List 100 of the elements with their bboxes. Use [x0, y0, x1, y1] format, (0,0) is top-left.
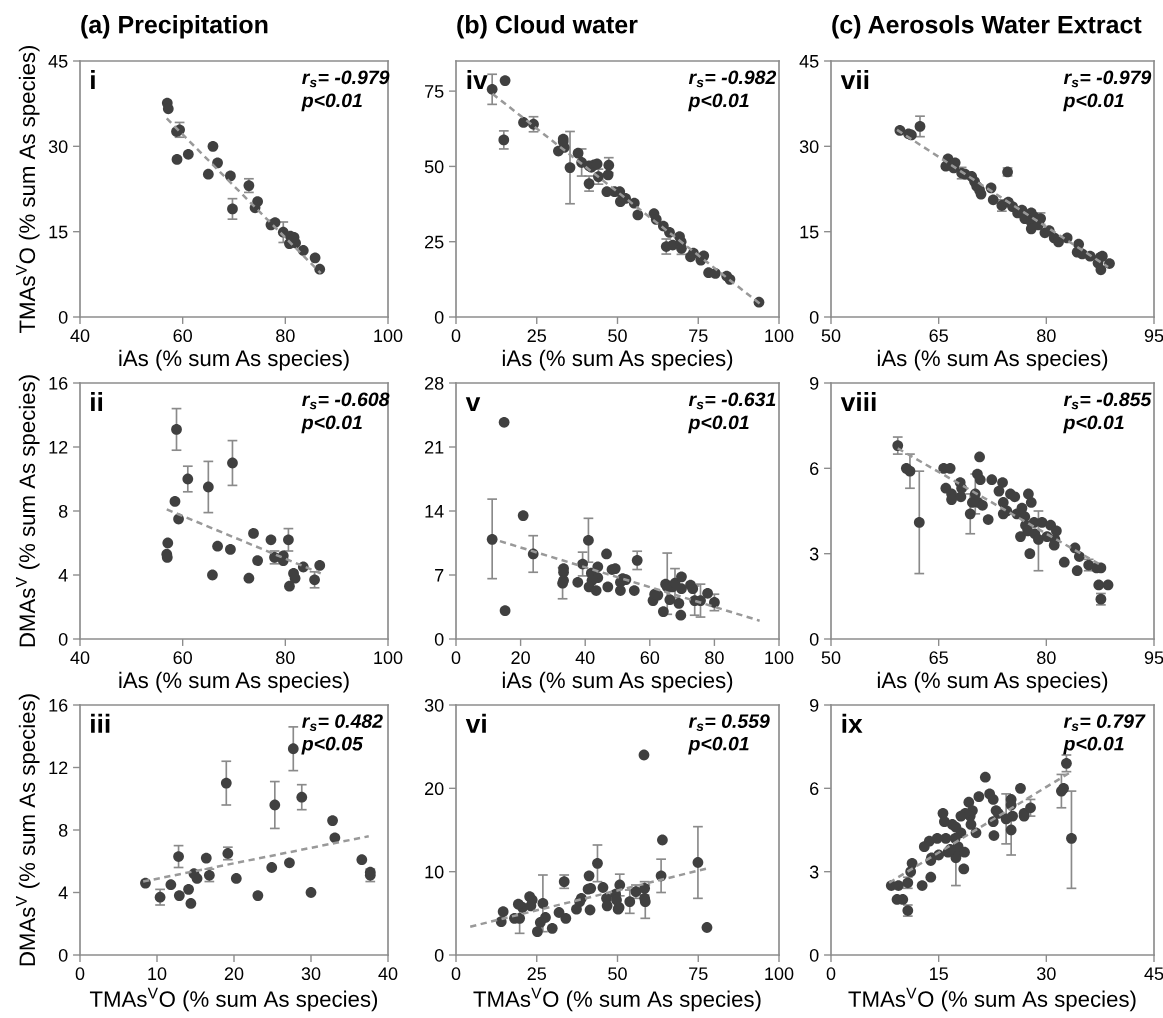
annotation: p<0.01 [1063, 736, 1124, 755]
chart-title: (a) Precipitation [81, 15, 268, 39]
annotation: vii [840, 69, 869, 90]
annotation: p<0.01 [688, 93, 749, 112]
annotation: r$_{s}$= -0.979 [302, 70, 390, 88]
x-axis-title: iAs (% sum As species) [877, 671, 1108, 693]
chart-title: (b) Cloud water [457, 15, 638, 39]
y-tick-label: 8 [58, 823, 68, 837]
x-tick-label: 0 [826, 967, 836, 981]
annotation: r$_{s}$= -0.982 [688, 70, 777, 88]
x-tick-label: 50 [608, 967, 627, 981]
x-axis-title: TMAs$^{V}$O (% sum As species) [473, 987, 761, 1012]
x-axis-title: iAs (% sum As species) [877, 349, 1108, 371]
x-axis-title: iAs (% sum As species) [502, 671, 733, 693]
y-tick-label: 16 [49, 698, 68, 712]
x-tick-label: 65 [929, 329, 948, 343]
y-tick-label: 21 [425, 440, 444, 454]
y-tick-label: 3 [809, 865, 819, 879]
x-axis-title: TMAs$^{V}$O (% sum As species) [89, 987, 378, 1012]
x-tick-label: 75 [689, 329, 708, 343]
x-tick-label: 95 [1144, 329, 1163, 343]
y-tick-label: 0 [434, 310, 444, 324]
y-tick-label: 45 [48, 55, 68, 68]
x-tick-label: 50 [821, 651, 841, 665]
x-tick-label: 0 [451, 651, 461, 665]
annotation: p<0.01 [688, 736, 749, 755]
x-tick-label: 40 [70, 651, 90, 665]
annotation: r$_{s}$= -0.979 [1063, 70, 1152, 88]
x-tick-label: 15 [930, 967, 948, 981]
x-tick-label: 100 [765, 651, 794, 665]
annotation: i [91, 69, 95, 90]
annotation: vi [465, 713, 486, 733]
annotation: r$_{s}$= -0.855 [1063, 392, 1152, 410]
y-tick-label: 15 [49, 225, 68, 239]
x-tick-label: 10 [148, 967, 167, 981]
x-tick-label: 45 [1144, 967, 1163, 981]
annotation: v [465, 397, 481, 412]
annotation: iv [467, 69, 488, 90]
y-tick-label: 75 [425, 85, 444, 98]
x-tick-label: 50 [821, 329, 841, 343]
x-axis-title: iAs (% sum As species) [119, 671, 349, 693]
annotation: r$_{s}$= -0.608 [302, 392, 390, 410]
y-axis-title: DMAs$^{V}$ (% sum As species) [16, 375, 40, 647]
y-tick-label: 28 [425, 376, 444, 390]
y-tick-label: 0 [58, 632, 68, 646]
y-tick-label: 0 [809, 948, 819, 962]
x-tick-label: 95 [1144, 651, 1163, 665]
x-tick-label: 50 [608, 329, 627, 343]
y-tick-label: 4 [58, 886, 68, 900]
y-tick-label: 0 [809, 310, 819, 324]
y-tick-label: 20 [425, 782, 444, 796]
y-tick-label: 6 [810, 782, 819, 796]
annotation: viii [840, 391, 876, 412]
y-tick-label: 0 [58, 310, 68, 324]
y-tick-label: 14 [425, 505, 444, 518]
y-tick-label: 12 [49, 761, 68, 775]
x-tick-label: 40 [378, 967, 398, 981]
x-tick-label: 100 [374, 329, 403, 343]
y-tick-label: 3 [809, 547, 819, 561]
annotation: p<0.05 [301, 736, 364, 755]
y-tick-label: 30 [424, 698, 444, 712]
x-tick-label: 60 [640, 651, 660, 665]
chart-title: (c) Aerosols Water Extract [832, 15, 1142, 39]
x-tick-label: 20 [511, 651, 530, 665]
x-axis-title: TMAs$^{V}$O (% sum As species) [848, 987, 1136, 1012]
x-tick-label: 80 [1037, 651, 1056, 665]
x-tick-label: 100 [765, 967, 794, 981]
x-tick-label: 0 [451, 329, 461, 343]
annotation: p<0.01 [301, 415, 362, 434]
y-tick-label: 15 [800, 225, 819, 239]
annotation: ix [842, 713, 863, 733]
x-tick-label: 60 [173, 329, 192, 343]
annotation: p<0.01 [688, 415, 749, 434]
annotation: r$_{s}$= 0.482 [302, 714, 383, 732]
y-tick-label: 10 [425, 865, 444, 879]
annotation: p<0.01 [1063, 93, 1124, 112]
y-tick-label: 6 [810, 462, 819, 476]
annotation: ii [91, 391, 103, 412]
x-tick-label: 80 [705, 651, 724, 665]
y-tick-label: 30 [799, 140, 819, 154]
x-tick-label: 20 [224, 967, 244, 981]
annotation: iii [91, 713, 110, 733]
annotation: r$_{s}$= -0.631 [688, 392, 776, 410]
annotation: p<0.01 [1063, 415, 1124, 434]
y-tick-label: 7 [435, 569, 444, 582]
x-axis-title: iAs (% sum As species) [502, 349, 733, 371]
y-tick-label: 12 [49, 440, 68, 454]
x-tick-label: 100 [374, 651, 403, 665]
x-tick-label: 0 [75, 967, 85, 981]
y-tick-label: 0 [434, 632, 444, 646]
y-tick-label: 25 [425, 235, 444, 249]
annotation: r$_{s}$= 0.797 [1063, 714, 1146, 732]
x-tick-label: 100 [765, 329, 794, 343]
y-tick-label: 9 [810, 698, 819, 712]
x-tick-label: 0 [451, 967, 461, 981]
y-tick-label: 9 [810, 376, 819, 390]
x-tick-label: 80 [276, 651, 295, 665]
y-tick-label: 45 [799, 55, 819, 68]
y-axis-title: TMAs$^{V}$O (% sum As species) [16, 45, 40, 334]
annotation: r$_{s}$= 0.559 [688, 714, 770, 732]
